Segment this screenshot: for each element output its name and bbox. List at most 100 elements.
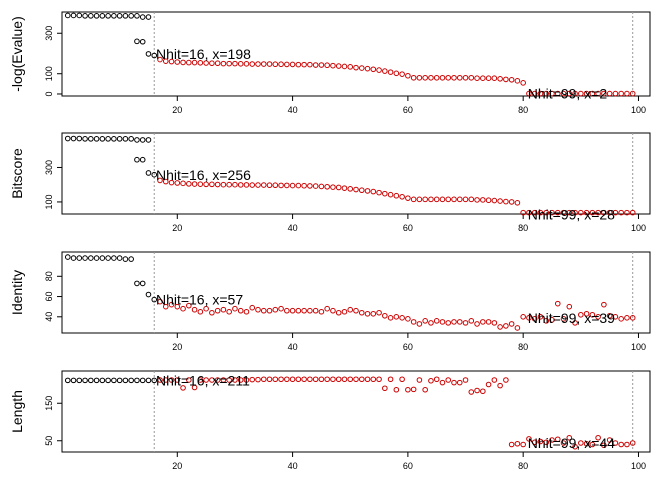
data-point	[451, 74, 457, 81]
data-point	[318, 183, 325, 190]
data-point	[347, 306, 354, 313]
data-point	[105, 255, 111, 261]
data-point	[105, 377, 111, 384]
data-point	[578, 90, 584, 97]
data-point	[88, 255, 94, 261]
data-point	[214, 307, 221, 314]
data-point	[232, 305, 238, 312]
data-point	[353, 186, 359, 193]
data-point	[335, 376, 342, 383]
data-point	[70, 135, 77, 142]
data-point	[209, 60, 215, 67]
data-point	[111, 377, 117, 384]
data-point	[191, 384, 198, 391]
data-point	[456, 319, 463, 325]
data-point	[220, 306, 227, 313]
data-point	[503, 198, 509, 205]
data-point	[572, 443, 578, 450]
data-point	[168, 377, 175, 383]
data-point	[382, 312, 388, 319]
data-point	[543, 439, 550, 446]
data-point	[474, 387, 480, 394]
data-point	[122, 13, 129, 19]
y-tick-label: 60	[44, 292, 54, 302]
data-point	[272, 61, 279, 68]
data-point	[157, 56, 163, 63]
data-point	[364, 65, 371, 72]
data-point	[370, 310, 377, 317]
data-point	[445, 377, 452, 383]
data-point	[347, 186, 354, 192]
data-point	[439, 196, 446, 203]
data-point	[151, 296, 158, 303]
data-point	[462, 196, 469, 203]
data-point	[508, 199, 515, 205]
plot-frame	[61, 132, 651, 215]
x-tick-label: 60	[403, 223, 413, 233]
data-point	[508, 77, 515, 83]
data-point	[243, 377, 250, 383]
data-point	[520, 441, 526, 448]
x-tick-label: 40	[288, 105, 298, 115]
x-tick-label: 80	[518, 342, 528, 352]
y-axis-label: Bitscore	[9, 148, 25, 199]
data-point	[578, 440, 584, 446]
data-point	[301, 307, 307, 314]
data-point	[249, 304, 256, 311]
data-point	[232, 60, 238, 67]
x-tick-label: 100	[631, 342, 646, 352]
data-point	[405, 195, 411, 201]
data-point	[358, 309, 365, 316]
data-point	[410, 319, 417, 325]
data-point	[543, 318, 550, 324]
panel-3: Identity 40 60 80 20 40 60 80 100 Nhit=16, x=57 Nh…	[9, 251, 651, 352]
data-point	[606, 209, 613, 216]
panel-4: Length 50 150 20 40 60 80 100 Nhit=16, x=211 Nhit…	[9, 370, 651, 471]
data-point	[301, 61, 307, 68]
data-point	[134, 377, 140, 384]
data-point	[376, 189, 382, 196]
panel-1: -log(Evalue) 0 100 300 20 40 60 80 100 Nhit=16, x…	[9, 11, 651, 115]
data-point	[318, 308, 325, 315]
data-point	[514, 199, 521, 206]
data-point	[93, 13, 100, 19]
data-point	[353, 376, 359, 383]
data-point	[601, 442, 607, 449]
data-point	[284, 376, 290, 383]
data-point	[93, 136, 100, 142]
y-axis-label: Identity	[9, 270, 25, 315]
data-point	[451, 379, 457, 386]
data-point	[416, 196, 423, 203]
data-point	[203, 181, 209, 188]
data-point	[312, 307, 319, 314]
data-point	[445, 320, 452, 326]
data-point	[232, 377, 238, 383]
x-tick-label: 20	[172, 223, 182, 233]
data-point	[474, 321, 480, 327]
data-point	[128, 136, 134, 142]
data-point	[318, 376, 325, 383]
data-point	[456, 196, 463, 203]
data-point	[485, 75, 492, 81]
data-point	[341, 376, 348, 383]
data-point	[549, 209, 555, 216]
data-point	[376, 309, 382, 316]
data-point	[255, 182, 261, 188]
data-point	[134, 280, 140, 287]
data-point	[578, 209, 584, 216]
data-point	[583, 209, 590, 216]
data-point	[485, 381, 492, 388]
data-point	[416, 74, 423, 81]
data-point	[128, 377, 134, 384]
data-point	[589, 441, 596, 448]
data-point	[162, 178, 169, 185]
data-point	[364, 310, 371, 317]
data-point	[278, 61, 284, 68]
data-point	[393, 70, 400, 77]
data-point	[186, 181, 192, 187]
data-point	[451, 196, 457, 203]
data-point	[497, 198, 503, 204]
data-point	[387, 315, 394, 321]
data-point	[255, 376, 261, 383]
data-point	[226, 377, 232, 383]
